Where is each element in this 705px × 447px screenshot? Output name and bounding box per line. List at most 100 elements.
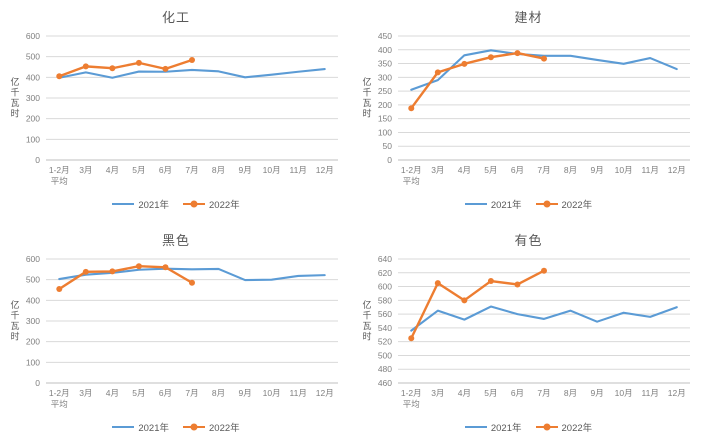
svg-text:12月: 12月 <box>668 388 686 398</box>
svg-text:千: 千 <box>362 88 371 98</box>
svg-text:亿: 亿 <box>362 76 371 87</box>
svg-text:150: 150 <box>378 114 392 124</box>
chart-title-jiancai: 建材 <box>514 10 543 25</box>
svg-text:12月: 12月 <box>668 165 686 175</box>
svg-text:3月: 3月 <box>79 388 92 398</box>
svg-text:亿: 亿 <box>362 299 371 310</box>
svg-text:250: 250 <box>378 86 392 96</box>
svg-text:8月: 8月 <box>564 165 577 175</box>
legend-label-2021: 2021年 <box>490 423 522 434</box>
svg-text:300: 300 <box>26 93 40 103</box>
svg-text:千: 千 <box>10 311 19 321</box>
svg-text:5月: 5月 <box>132 388 145 398</box>
legend-line-swatch-2021 <box>112 425 135 429</box>
svg-text:10月: 10月 <box>615 388 633 398</box>
line-plot-youse: 460 480 500 520 540 560 580 600 620 640 亿千瓦时 1-2月 平均… <box>352 247 704 415</box>
svg-text:4月: 4月 <box>106 388 119 398</box>
svg-text:0: 0 <box>35 378 40 388</box>
svg-text:3月: 3月 <box>431 165 444 175</box>
svg-text:50: 50 <box>383 141 393 151</box>
svg-text:3月: 3月 <box>79 165 92 175</box>
svg-text:600: 600 <box>378 282 392 292</box>
line-plot-jiancai: 0 50 100 150 200 250 300 350 400 450 亿千瓦时 1-2月 平均 3月 4… <box>352 24 704 192</box>
svg-text:9月: 9月 <box>238 165 251 175</box>
svg-text:5月: 5月 <box>484 165 497 175</box>
chart-card-huagong: 化工 0 100 200 300 400 500 600 亿千瓦时 1-2月 平均 3月 4月 5月 6月… <box>0 0 352 223</box>
svg-text:1-2月: 1-2月 <box>401 388 422 398</box>
svg-text:0: 0 <box>387 155 392 165</box>
svg-text:亿: 亿 <box>10 76 19 87</box>
svg-text:580: 580 <box>378 295 392 305</box>
legend-label-2022: 2022年 <box>209 423 240 434</box>
svg-text:3月: 3月 <box>431 388 444 398</box>
svg-text:100: 100 <box>26 357 40 367</box>
legend-item-2021: 2021年 <box>464 197 522 211</box>
legend-label-2022: 2022年 <box>561 423 593 434</box>
svg-text:600: 600 <box>26 31 40 41</box>
legend-marker-dot <box>190 423 198 431</box>
svg-text:400: 400 <box>378 45 392 55</box>
svg-text:6月: 6月 <box>511 388 524 398</box>
svg-text:平均: 平均 <box>403 176 420 186</box>
legend-item-2022: 2022年 <box>183 420 240 434</box>
svg-text:瓦: 瓦 <box>10 321 19 331</box>
svg-text:11月: 11月 <box>290 388 307 398</box>
svg-text:8月: 8月 <box>212 165 225 175</box>
svg-text:时: 时 <box>362 108 371 119</box>
chart-card-jiancai: 建材 0 50 100 150 200 250 300 350 400 450 亿千瓦时 1-2月 平均… <box>352 0 705 223</box>
chart-title-heise: 黑色 <box>161 233 190 248</box>
svg-text:500: 500 <box>26 275 40 285</box>
svg-text:200: 200 <box>26 114 40 124</box>
svg-text:8月: 8月 <box>564 388 577 398</box>
legend-line-swatch-2022 <box>183 200 205 208</box>
chart-card-heise: 黑色 0 100 200 300 400 500 600 亿千瓦时 1-2月 平均 3月 4月 5月 6月… <box>0 223 352 447</box>
legend-label-2021: 2021年 <box>490 200 522 211</box>
svg-text:300: 300 <box>26 316 40 326</box>
legend-marker-dot <box>190 200 198 208</box>
svg-text:520: 520 <box>378 337 392 347</box>
chart-legend-heise: 2021年 2022年 <box>0 417 352 437</box>
svg-text:11月: 11月 <box>642 165 659 175</box>
svg-text:350: 350 <box>378 59 392 69</box>
legend-line-swatch-2021 <box>464 425 487 429</box>
legend-item-2021: 2021年 <box>112 197 169 211</box>
svg-text:540: 540 <box>378 323 392 333</box>
legend-line-swatch-2022 <box>535 423 558 431</box>
svg-text:时: 时 <box>10 108 19 119</box>
chart-title-youse: 有色 <box>514 233 543 248</box>
svg-text:10月: 10月 <box>263 165 281 175</box>
legend-line-swatch-2021 <box>464 202 487 206</box>
svg-text:500: 500 <box>378 350 392 360</box>
svg-text:10月: 10月 <box>615 165 633 175</box>
legend-item-2022: 2022年 <box>183 197 240 211</box>
legend-label-2022: 2022年 <box>209 200 240 211</box>
svg-text:4月: 4月 <box>458 388 471 398</box>
legend-label-2022: 2022年 <box>561 200 593 211</box>
svg-text:6月: 6月 <box>159 165 172 175</box>
legend-line-swatch-2021 <box>112 202 135 206</box>
chart-card-youse: 有色 460 480 500 520 540 560 580 600 620 640 亿千瓦时 1-2… <box>352 223 705 447</box>
svg-text:100: 100 <box>378 127 392 137</box>
svg-text:千: 千 <box>362 311 371 321</box>
svg-text:600: 600 <box>26 254 40 264</box>
legend-item-2021: 2021年 <box>464 420 522 434</box>
legend-item-2022: 2022年 <box>535 197 593 211</box>
legend-item-2021: 2021年 <box>112 420 169 434</box>
svg-text:千: 千 <box>10 88 19 98</box>
svg-text:时: 时 <box>362 331 371 342</box>
svg-text:9月: 9月 <box>238 388 251 398</box>
svg-text:7月: 7月 <box>537 165 550 175</box>
svg-text:12月: 12月 <box>316 165 334 175</box>
svg-text:平均: 平均 <box>51 176 68 186</box>
legend-label-2021: 2021年 <box>138 423 169 434</box>
svg-text:6月: 6月 <box>511 165 524 175</box>
legend-marker-dot <box>543 423 550 431</box>
svg-text:200: 200 <box>26 337 40 347</box>
svg-text:200: 200 <box>378 100 392 110</box>
svg-text:11月: 11月 <box>642 388 659 398</box>
svg-text:12月: 12月 <box>316 388 334 398</box>
svg-text:500: 500 <box>26 52 40 62</box>
svg-text:瓦: 瓦 <box>362 321 371 331</box>
svg-text:1-2月: 1-2月 <box>49 388 70 398</box>
